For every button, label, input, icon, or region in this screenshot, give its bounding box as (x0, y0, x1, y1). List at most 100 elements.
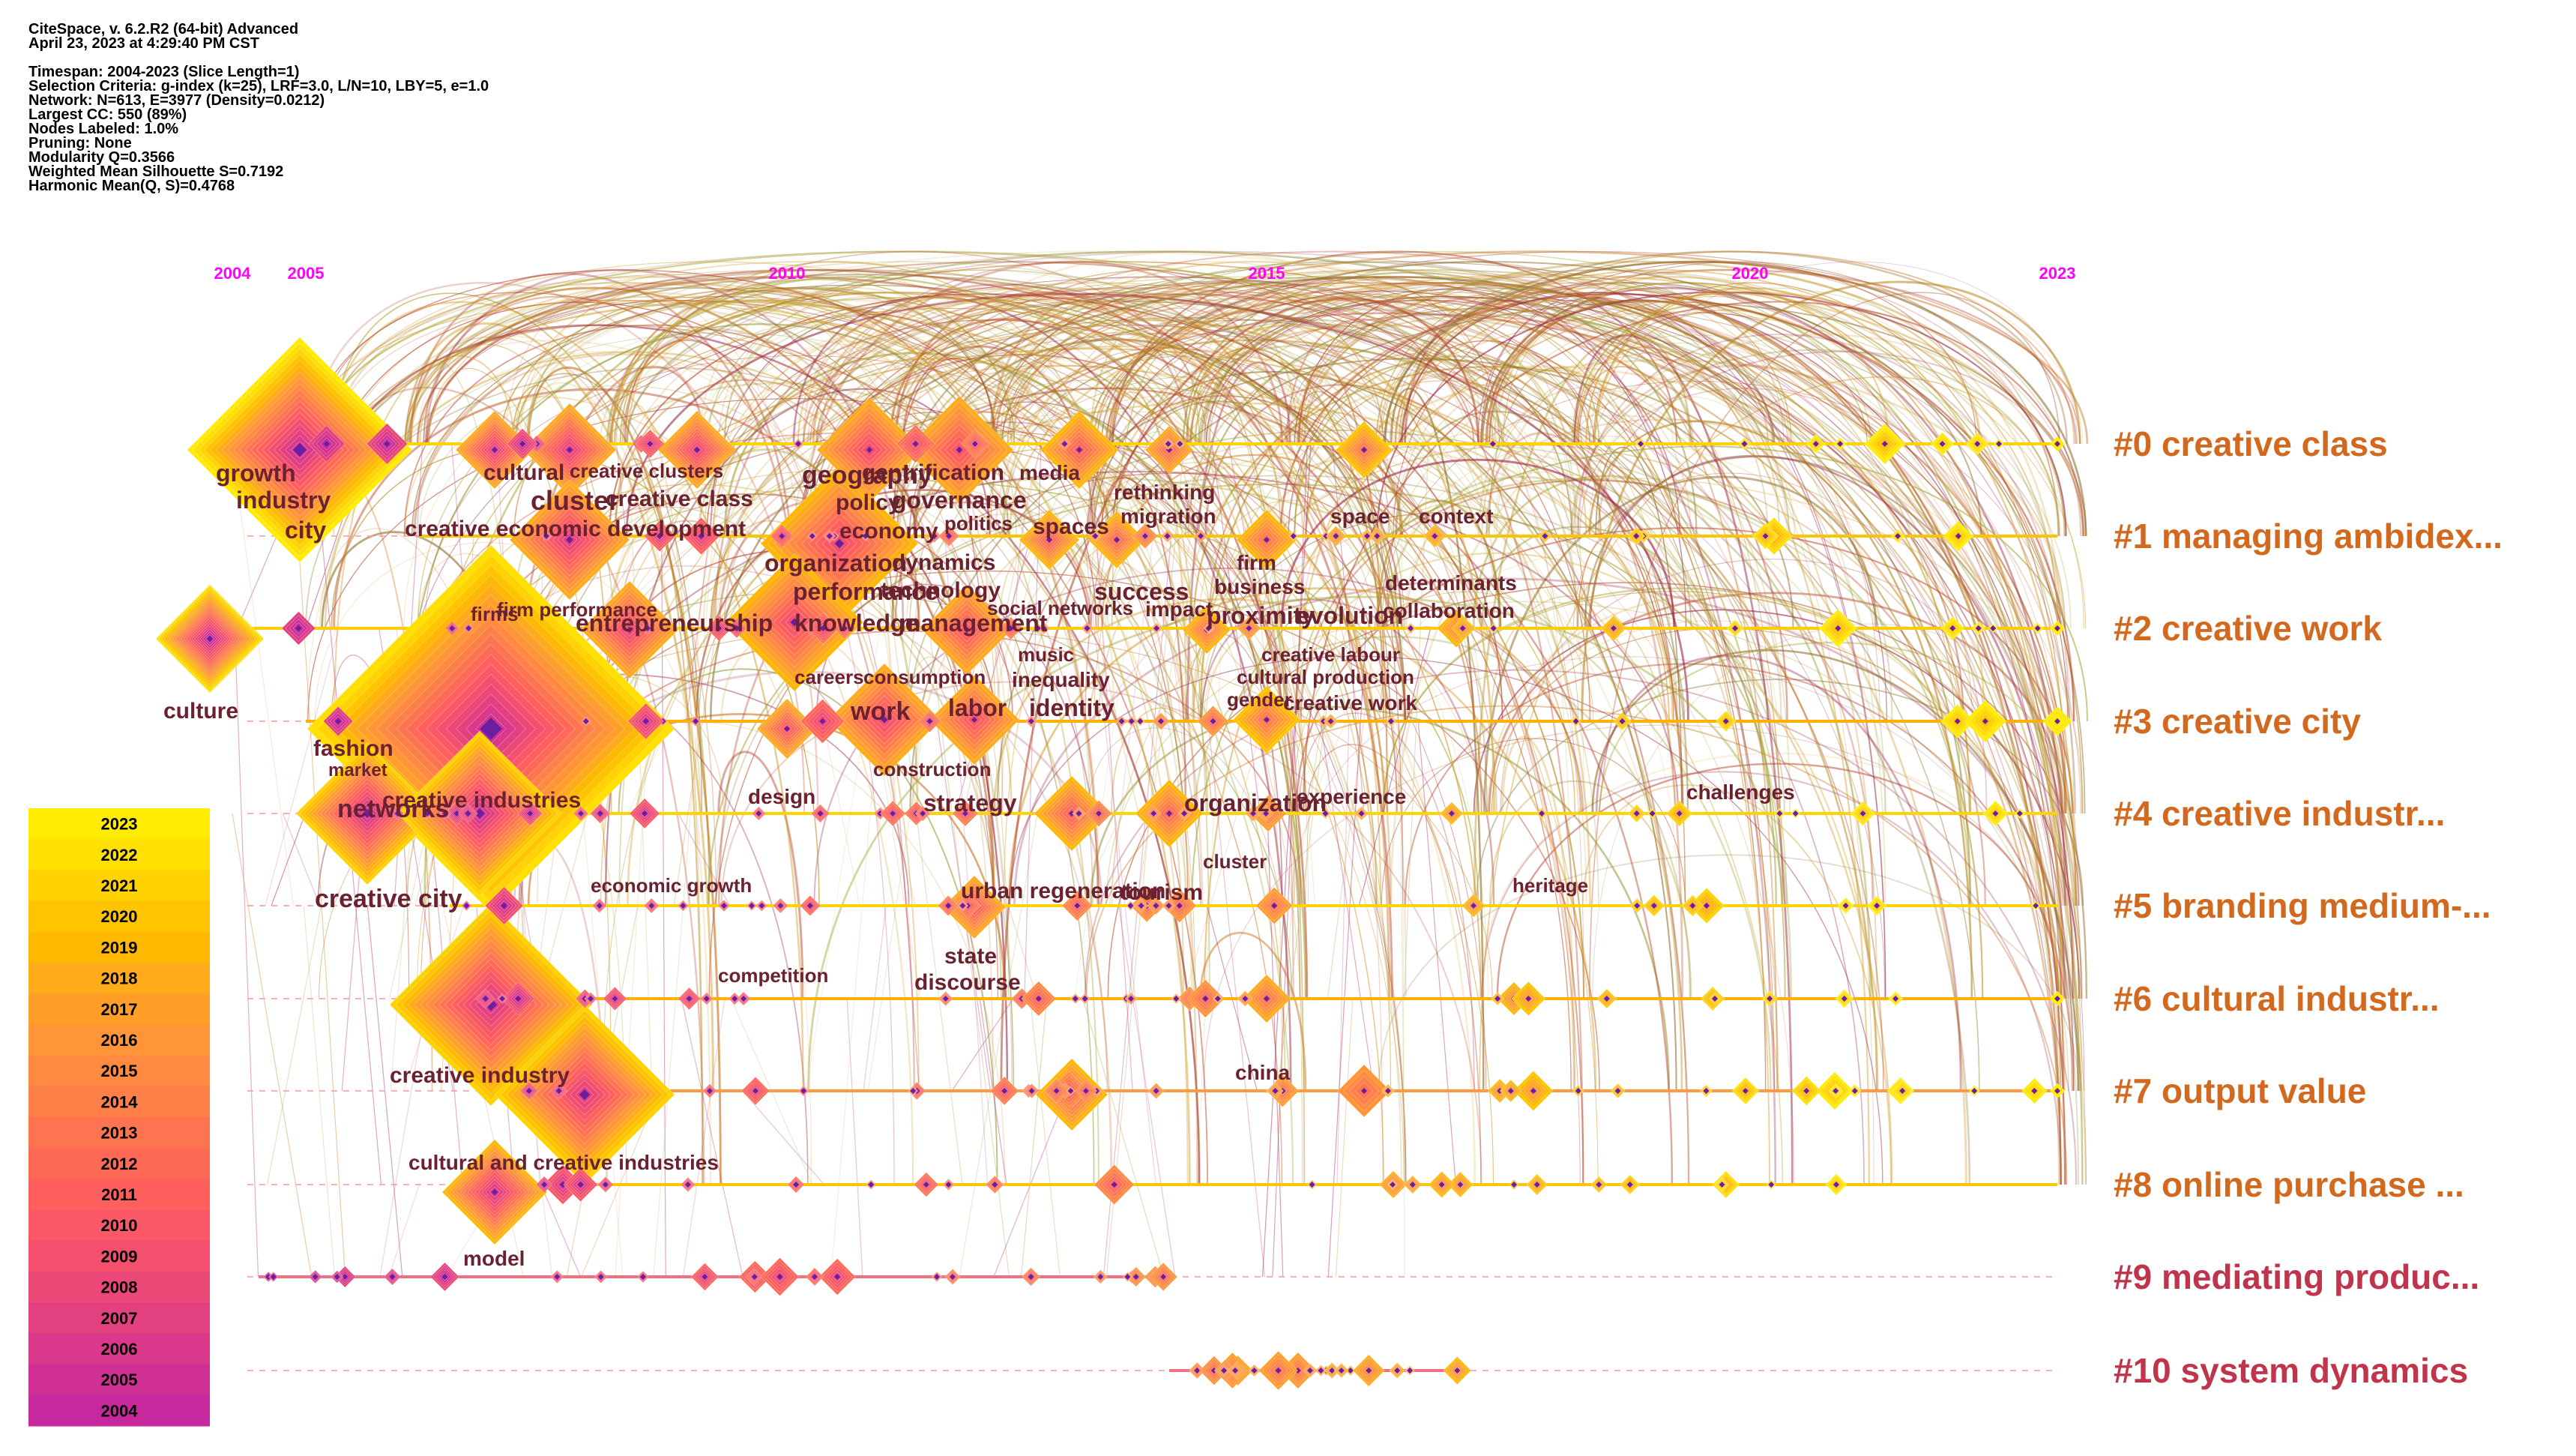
keyword-node (960, 429, 990, 459)
citation-arc (620, 299, 1476, 1185)
node-core (1221, 1368, 1228, 1374)
node-core (519, 441, 526, 447)
citation-arc (802, 286, 1874, 906)
citation-arc (896, 319, 1683, 1092)
legend-swatch (28, 839, 210, 870)
year-tick-label: 2010 (769, 264, 806, 283)
node-core (647, 441, 654, 447)
citation-arc (712, 358, 1306, 814)
keyword-node (952, 800, 979, 827)
citation-arc (403, 324, 1208, 1185)
keyword-node (866, 1179, 877, 1190)
citation-arc (1599, 641, 2066, 814)
keyword-label: policy (836, 490, 901, 515)
keyword-node (1450, 616, 1475, 641)
cross-cluster-link (231, 443, 294, 906)
node-core (2054, 441, 2060, 447)
citation-arc (527, 366, 722, 1185)
node-core (1650, 903, 1657, 909)
citation-arc (1576, 337, 1874, 1185)
citation-arc (1480, 771, 2062, 1185)
citation-arc (1477, 386, 1791, 814)
keyword-node (700, 992, 714, 1005)
node-core (1132, 1274, 1139, 1280)
node-core (1264, 717, 1270, 723)
node-core (698, 533, 705, 539)
year-axis: 2004 2005 2010 2015 2020 2023 (214, 264, 2076, 283)
node-core (790, 618, 799, 627)
header-line: Timespan: 2004-2023 (Slice Length=1) (28, 64, 300, 80)
keyword-node (1511, 981, 1546, 1017)
node-core (962, 810, 968, 816)
node-core (1895, 533, 1901, 539)
citation-arc (1182, 271, 1698, 537)
citation-arc (317, 292, 999, 999)
node-core (1096, 810, 1103, 816)
cross-cluster-link (1029, 998, 1061, 1278)
legend-swatch (28, 1148, 210, 1179)
citation-arc (1305, 287, 1981, 906)
keyword-node (810, 804, 830, 823)
node-core (2054, 625, 2060, 631)
node-core (752, 1088, 758, 1094)
node-core (693, 718, 699, 724)
node-core (555, 1088, 562, 1094)
keyword-node (1488, 623, 1499, 634)
keyword-node (603, 987, 627, 1011)
keyword-node (1487, 439, 1498, 449)
keyword-node (1389, 1362, 1406, 1379)
keyword-node (439, 807, 452, 820)
citation-arc (334, 355, 515, 722)
node-core (1124, 1274, 1131, 1280)
node-core (1471, 903, 1477, 909)
keyword-node (1025, 715, 1038, 728)
node-core (1001, 1088, 1008, 1094)
node-core (648, 903, 655, 909)
citation-arc (1085, 277, 1500, 722)
node-core (1596, 1182, 1602, 1188)
citation-arc (1488, 780, 1692, 999)
keyword-label: creative economic development (405, 517, 746, 541)
citation-arc (515, 373, 703, 814)
keyword-node (1818, 609, 1858, 648)
citation-arc (718, 501, 1093, 906)
citation-arc (1480, 282, 2084, 814)
keyword-node (677, 900, 690, 912)
node-core (554, 1274, 561, 1280)
citation-arc (1572, 364, 2063, 906)
keyword-node (986, 1175, 1004, 1194)
node-core (777, 903, 784, 909)
keyword-node (334, 1266, 356, 1288)
keyword-node (1405, 622, 1417, 634)
cross-cluster-link (1417, 721, 1456, 1185)
citation-arc (608, 293, 1503, 722)
citation-arc (1105, 534, 1301, 814)
citation-arc (1576, 366, 1778, 1092)
keyword-node (690, 715, 702, 727)
citation-arc (1013, 577, 2067, 999)
node-core (834, 1274, 841, 1280)
keyword-node (1021, 981, 1057, 1017)
keyword-node (541, 531, 552, 541)
keyword-label: consumption (863, 666, 986, 688)
citation-arc (307, 398, 1283, 722)
node-core (1776, 810, 1783, 816)
keyword-node (1217, 1364, 1231, 1377)
cross-cluster-link (1105, 443, 1185, 1278)
keyword-node (1714, 1177, 1730, 1192)
citation-arc (1384, 260, 2087, 537)
node-core (1374, 533, 1381, 539)
keyword-node (268, 1272, 279, 1282)
node-core (1539, 810, 1545, 816)
citation-arc (424, 355, 1306, 814)
cross-cluster-link (1136, 443, 1204, 906)
keyword-label: cultural production (1237, 666, 1414, 688)
keyword-node (800, 699, 845, 744)
node-core (1525, 996, 1532, 1002)
cross-cluster-link (1318, 535, 1350, 629)
cross-cluster-link (303, 905, 336, 1278)
citation-arc (1476, 679, 2084, 906)
node-core (1610, 625, 1617, 631)
citation-arc (597, 476, 1772, 1092)
